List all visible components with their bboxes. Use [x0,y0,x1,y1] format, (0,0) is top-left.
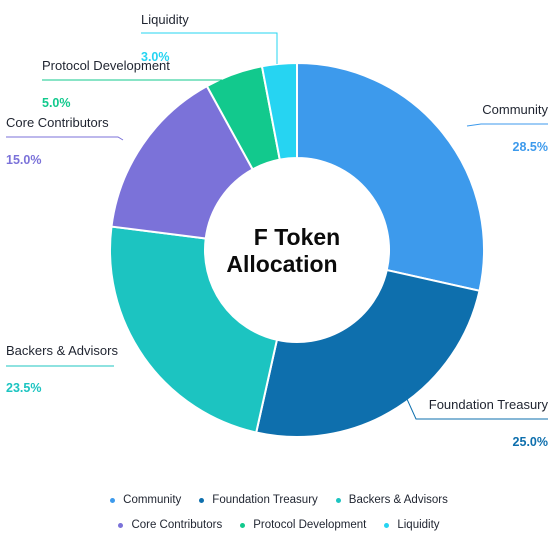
legend-label-protocol-development: Protocol Development [253,519,367,531]
slice-labels: Community 28.5% Foundation Treasury 25.0% Ba… [6,12,549,449]
leader-lines [6,32,548,420]
legend-swatch-protocol-development [240,522,246,528]
legend-swatch-liquidity [384,522,390,528]
legend-swatch-foundation-treasury [199,497,205,503]
legend-row: Community Foundation Treasury Backers & Ad… [0,494,558,506]
slice-label-liquidity: Liquidity [141,12,189,27]
slice-value-protocol-development: 5.0% [42,96,71,110]
donut-chart: Community 28.5% Foundation Treasury 25.0% Ba… [6,12,549,449]
slice-value-liquidity: 3.0% [141,50,170,64]
leader-line-community [466,123,548,127]
legend-swatch-community [110,497,116,503]
leader-line-liquidity [141,32,278,64]
chart-title-line-2: Allocation [226,251,337,277]
slice-label-community: Community [482,102,548,117]
legend-item-liquidity: Liquidity [384,519,440,531]
slice-label-backers-and-advisors: Backers & Advisors [6,343,118,358]
legend-item-foundation-treasury: Foundation Treasury [199,494,318,506]
legend-label-core-contributors: Core Contributors [131,519,223,531]
legend-item-community: Community [110,494,181,506]
slice-value-backers-and-advisors: 23.5% [6,381,41,395]
legend-label-liquidity: Liquidity [397,519,440,531]
legend-item-core-contributors: Core Contributors [118,519,222,531]
legend-label-foundation-treasury: Foundation Treasury [212,494,318,506]
legend-swatch-core-contributors [118,522,124,528]
legend-label-community: Community [123,494,182,506]
legend-row: Core Contributors Protocol Development Liq… [0,519,558,531]
legend-item-backers-and-advisors: Backers & Advisors [335,494,448,506]
leader-line-foundation-treasury [401,387,548,420]
slice-label-protocol-development: Protocol Development [42,58,170,73]
chart-title-line-1: F Token [254,224,340,250]
slice-value-community: 28.5% [513,140,548,154]
slice-value-core-contributors: 15.0% [6,153,41,167]
chart-legend: Community Foundation Treasury Backers & Ad… [0,494,558,544]
leader-line-core-contributors [6,136,124,141]
slice-value-foundation-treasury: 25.0% [513,435,548,449]
legend-item-protocol-development: Protocol Development [240,519,366,531]
donut-hole [205,158,389,342]
slice-label-foundation-treasury: Foundation Treasury [429,397,549,412]
legend-swatch-backers-and-advisors [335,497,341,503]
legend-label-backers-and-advisors: Backers & Advisors [348,494,448,506]
slice-label-core-contributors: Core Contributors [6,115,109,130]
